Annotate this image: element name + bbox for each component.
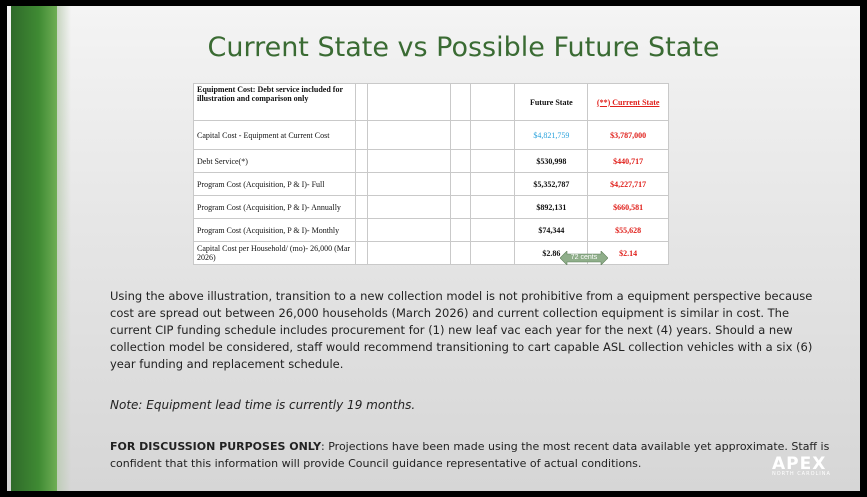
empty-cell bbox=[367, 218, 451, 242]
current-value: $440,717 bbox=[587, 149, 669, 173]
future-value: $5,352,787 bbox=[514, 172, 589, 196]
band-fade bbox=[57, 6, 71, 491]
table-row: Debt Service(*) $530,998 $440,717 bbox=[193, 149, 669, 173]
header-label: Equipment Cost: Debt service included fo… bbox=[193, 83, 356, 121]
empty-cell bbox=[354, 218, 369, 242]
empty-cell bbox=[469, 195, 516, 219]
table-row: Program Cost (Acquisition, P & I)- Annua… bbox=[193, 195, 669, 219]
table-row: Capital Cost - Equipment at Current Cost… bbox=[193, 120, 669, 150]
table-row: Program Cost (Acquisition, P & I)- Month… bbox=[193, 218, 669, 242]
empty-cell bbox=[449, 195, 471, 219]
logo-name: APEX bbox=[772, 454, 827, 474]
callout-arrow bbox=[560, 251, 608, 265]
header-current: (**) Current State bbox=[587, 83, 669, 121]
future-value: $74,344 bbox=[514, 218, 589, 242]
current-value: $3,787,000 bbox=[587, 120, 669, 150]
current-value: $4,227,717 bbox=[587, 172, 669, 196]
slide-title: Current State vs Possible Future State bbox=[207, 32, 720, 63]
empty-cell bbox=[367, 241, 451, 265]
empty-cell bbox=[367, 172, 451, 196]
empty-cell bbox=[469, 218, 516, 242]
empty-cell bbox=[354, 172, 369, 196]
empty-cell bbox=[469, 172, 516, 196]
empty-cell bbox=[354, 195, 369, 219]
empty-cell bbox=[449, 218, 471, 242]
empty-cell bbox=[469, 241, 516, 265]
empty-cell bbox=[449, 172, 471, 196]
table-header: Equipment Cost: Debt service included fo… bbox=[193, 83, 669, 121]
slide: Current State vs Possible Future State E… bbox=[7, 6, 860, 491]
logo: APEX NORTH CAROLINA bbox=[772, 454, 831, 477]
note: Note: Equipment lead time is currently 1… bbox=[110, 398, 416, 412]
empty-cell bbox=[367, 195, 451, 219]
current-value: $55,628 bbox=[587, 218, 669, 242]
empty-cell bbox=[449, 149, 471, 173]
row-label: Capital Cost per Household/ (mo)- 26,000… bbox=[193, 241, 356, 265]
row-label: Program Cost (Acquisition, P & I)- Month… bbox=[193, 218, 356, 242]
future-value: $892,131 bbox=[514, 195, 589, 219]
empty-cell bbox=[469, 120, 516, 150]
empty-cell bbox=[354, 149, 369, 173]
table-row: Program Cost (Acquisition, P & I)- Full $… bbox=[193, 172, 669, 196]
row-label: Program Cost (Acquisition, P & I)- Annua… bbox=[193, 195, 356, 219]
empty-cell bbox=[449, 120, 471, 150]
green-band bbox=[11, 6, 57, 491]
empty-cell bbox=[469, 149, 516, 173]
empty-cell bbox=[449, 241, 471, 265]
row-label: Program Cost (Acquisition, P & I)- Full bbox=[193, 172, 356, 196]
discussion-label: FOR DISCUSSION PURPOSES ONLY bbox=[110, 440, 322, 453]
empty-cell bbox=[367, 149, 451, 173]
callout-text: 72 cents bbox=[570, 254, 598, 261]
empty-cell bbox=[354, 120, 369, 150]
empty-cell bbox=[354, 241, 369, 265]
table-row: Capital Cost per Household/ (mo)- 26,000… bbox=[193, 241, 669, 265]
header-future: Future State bbox=[514, 83, 589, 121]
future-value: $4,821,759 bbox=[514, 120, 589, 150]
row-label: Capital Cost - Equipment at Current Cost bbox=[193, 120, 356, 150]
paragraph: Using the above illustration, transition… bbox=[110, 289, 813, 371]
discussion-text: : Projections have been made using the m… bbox=[110, 440, 830, 470]
logo-subtitle: NORTH CAROLINA bbox=[772, 471, 831, 477]
cost-table: Equipment Cost: Debt service included fo… bbox=[193, 83, 669, 265]
row-label: Debt Service(*) bbox=[193, 149, 356, 173]
discussion: FOR DISCUSSION PURPOSES ONLY: Projection… bbox=[110, 438, 830, 472]
empty-cell bbox=[367, 120, 451, 150]
future-value: $530,998 bbox=[514, 149, 589, 173]
current-value: $660,581 bbox=[587, 195, 669, 219]
